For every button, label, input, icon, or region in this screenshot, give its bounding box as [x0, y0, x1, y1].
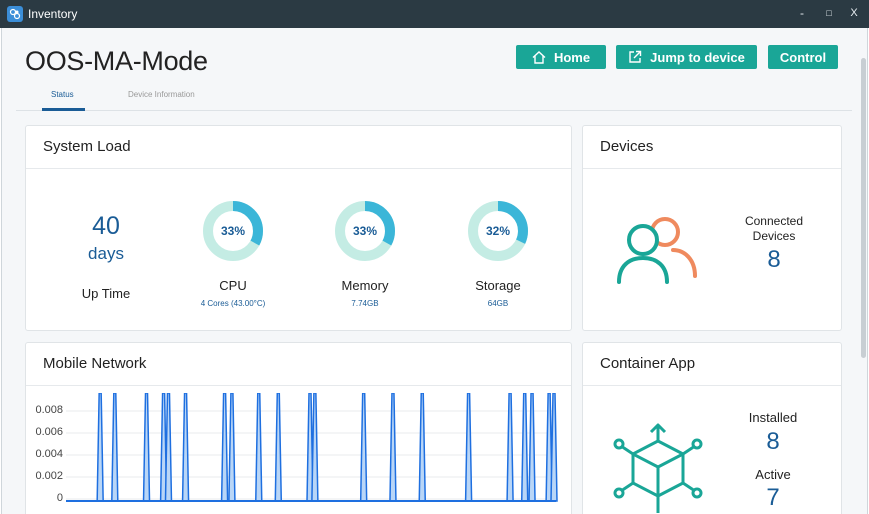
memory-percent: 33%: [352, 224, 378, 238]
container-cube-icon: [613, 423, 703, 513]
installed-label: Installed: [748, 410, 798, 425]
window-title: Inventory: [28, 7, 78, 21]
storage-detail: 64GB: [487, 299, 509, 308]
tabs-divider: [16, 110, 852, 111]
card-divider: [583, 168, 841, 169]
active-label: Active: [755, 467, 791, 482]
y-tick-label: 0.008: [35, 404, 63, 416]
y-tick-label: 0.002: [35, 470, 63, 482]
traffic-spike-9: [274, 393, 283, 502]
traffic-spike-11: [311, 393, 319, 502]
mobile-network-chart: [66, 393, 558, 502]
cpu-percent: 33%: [220, 224, 246, 238]
y-tick-label: 0: [56, 492, 63, 504]
control-button[interactable]: Control: [768, 45, 838, 69]
active-tab-indicator: [42, 108, 85, 111]
window-titlebar: Inventory - □ X: [0, 0, 869, 28]
storage-usage-arc: [468, 201, 528, 261]
traffic-spike-7: [228, 393, 236, 502]
devices-title: Devices: [600, 138, 654, 155]
traffic-spike-20: [550, 393, 558, 502]
traffic-spike-6: [220, 393, 229, 502]
tab-device-information[interactable]: Device Information: [128, 90, 195, 99]
home-button[interactable]: Home: [516, 45, 606, 69]
page-title: OOS-MA-Mode: [25, 46, 208, 76]
storage-donut: 32%: [466, 199, 530, 263]
memory-label: Memory: [341, 278, 389, 293]
cpu-label: CPU: [219, 278, 247, 293]
cpu-donut: 33%: [201, 199, 265, 263]
container-app-card: Container App Installed 8 Active 7: [582, 342, 842, 514]
installed-count: 8: [766, 428, 780, 455]
storage-percent: 32%: [485, 224, 511, 238]
minimize-button[interactable]: -: [800, 6, 804, 20]
storage-label: Storage: [475, 278, 521, 293]
traffic-spike-5: [181, 393, 190, 502]
users-icon: [617, 217, 697, 284]
tab-status[interactable]: Status: [51, 90, 74, 99]
memory-donut: 33%: [333, 199, 397, 263]
card-divider: [583, 385, 841, 386]
cpu-usage-arc: [203, 201, 263, 261]
jump-button-label: Jump to device: [650, 49, 745, 65]
cpu-detail: 4 Cores (43.00°C): [200, 299, 266, 308]
card-divider: [26, 385, 571, 386]
close-button[interactable]: X: [850, 7, 858, 19]
app-icon: [7, 6, 23, 22]
traffic-spike-16: [506, 393, 514, 502]
home-icon: [532, 50, 546, 64]
jump-to-device-button[interactable]: Jump to device: [616, 45, 757, 69]
traffic-spike-1: [111, 393, 119, 502]
traffic-spike-14: [418, 393, 427, 502]
traffic-spike-4: [164, 393, 173, 502]
mobile-network-card: Mobile Network 0.008 0.006 0.004 0.002 0: [25, 342, 572, 514]
main-content: OOS-MA-Mode Home Jump to device Control …: [1, 28, 868, 514]
memory-usage-arc: [335, 201, 395, 261]
traffic-spike-15: [464, 393, 473, 502]
traffic-spike-13: [389, 393, 397, 502]
traffic-spike-17: [520, 393, 529, 502]
traffic-spike-18: [528, 393, 536, 502]
container-app-title: Container App: [600, 355, 696, 372]
active-count: 7: [766, 484, 780, 511]
system-load-title: System Load: [43, 138, 131, 155]
devices-card: Devices Connected Devices 8: [582, 125, 842, 331]
y-tick-label: 0.004: [35, 448, 63, 460]
external-link-icon: [629, 50, 642, 63]
connected-devices-count: 8: [767, 246, 781, 273]
system-load-card: System Load 40 days Up Time 33% CPU 4 Co…: [25, 125, 572, 331]
memory-detail: 7.74GB: [351, 299, 379, 308]
control-button-label: Control: [779, 49, 827, 65]
uptime-value: 40: [92, 212, 120, 240]
home-button-label: Home: [553, 49, 591, 65]
scrollbar[interactable]: [861, 58, 866, 358]
mobile-network-title: Mobile Network: [43, 355, 147, 372]
uptime-unit: days: [88, 244, 124, 263]
uptime-label: Up Time: [81, 286, 131, 301]
traffic-spike-8: [254, 393, 263, 502]
maximize-button[interactable]: □: [826, 8, 832, 18]
connected-devices-label: Connected Devices: [744, 214, 804, 243]
y-tick-label: 0.006: [35, 426, 63, 438]
card-divider: [26, 168, 571, 169]
traffic-spike-2: [142, 393, 151, 502]
traffic-spike-12: [359, 393, 368, 502]
traffic-spike-0: [96, 393, 104, 502]
